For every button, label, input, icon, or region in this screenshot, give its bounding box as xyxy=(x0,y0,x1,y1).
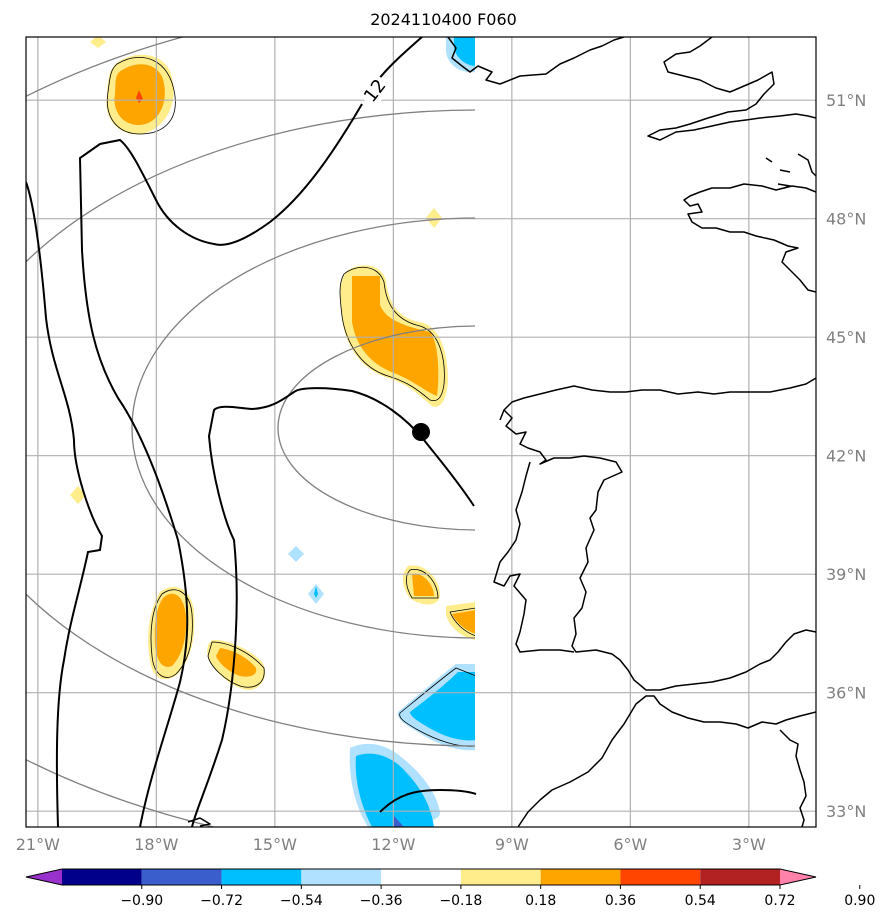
colorbar-tick-label: −0.36 xyxy=(360,893,403,909)
lat-tick-label: 36°N xyxy=(826,684,866,703)
small-anomaly-spots xyxy=(70,37,442,604)
storm-center-marker xyxy=(412,423,430,441)
gray-contour-inner xyxy=(277,325,475,531)
black-contours xyxy=(26,37,477,827)
map-frame xyxy=(25,36,817,828)
lon-tick-label: 9°W xyxy=(495,835,529,854)
positive-anomaly-patch-39n xyxy=(402,565,475,640)
colorbar-segment xyxy=(301,869,382,885)
colorbar-extend-high xyxy=(780,869,816,885)
colorbar-segment xyxy=(540,869,621,885)
coastline-channel-islands xyxy=(765,153,816,189)
lon-tick-label: 3°W xyxy=(732,835,766,854)
coastline-ireland xyxy=(447,37,625,85)
lon-tick-label: 18°W xyxy=(134,835,178,854)
map-title: 2024110400 F060 xyxy=(370,10,517,29)
lat-tick-label: 51°N xyxy=(826,91,866,110)
contour-12-low xyxy=(191,387,475,827)
lat-tick-label: 33°N xyxy=(826,802,866,821)
colorbar-tick-label: 0.18 xyxy=(525,893,556,909)
lon-tick-label: 12°W xyxy=(371,835,415,854)
negative-anomaly-patch-north xyxy=(446,37,475,73)
positive-anomaly-patch-37n xyxy=(207,640,266,690)
latitude-labels: 51°N 48°N 45°N 42°N 39°N 36°N 33°N xyxy=(826,91,866,821)
colorbar-segment xyxy=(460,869,541,885)
colorbar-tick-label: −0.54 xyxy=(280,893,323,909)
colorbar-tick-label: 0.90 xyxy=(844,893,875,909)
coastline-madeira xyxy=(187,817,211,827)
coastline-portugal xyxy=(493,409,575,653)
colorbar-segment xyxy=(221,869,302,885)
lon-tick-label: 6°W xyxy=(613,835,647,854)
coastline-africa-east xyxy=(779,729,807,827)
lon-tick-label: 21°W xyxy=(16,835,60,854)
gray-contour-2 xyxy=(131,217,475,639)
colorbar-outline xyxy=(25,868,817,886)
anomaly-fields xyxy=(70,37,475,827)
lat-tick-label: 48°N xyxy=(826,210,866,229)
negative-anomaly-patch-south xyxy=(349,743,441,827)
map-gridlines xyxy=(26,37,816,827)
colorbar-segment xyxy=(141,869,222,885)
positive-anomaly-patch-sw xyxy=(148,586,195,680)
contour-12-south xyxy=(379,788,477,813)
contour-12-main xyxy=(78,103,363,827)
colorbar-segment xyxy=(700,869,780,885)
colorbar-tick-label: −0.90 xyxy=(120,893,163,909)
lat-tick-label: 39°N xyxy=(826,565,866,584)
colorbar-tick-label: −0.18 xyxy=(439,893,482,909)
lon-tick-label: 15°W xyxy=(253,835,297,854)
colorbar-segment xyxy=(381,869,461,885)
colorbar-extend-low xyxy=(26,869,62,885)
longitude-labels: 21°W 18°W 15°W 12°W 9°W 6°W 3°W xyxy=(16,835,766,854)
colorbar-tick-label: −0.72 xyxy=(200,893,243,909)
colorbar-tick-label: 0.72 xyxy=(764,893,795,909)
coastline-iberia-north-east xyxy=(503,377,816,691)
lat-tick-label: 45°N xyxy=(826,328,866,347)
coastline-britain xyxy=(647,37,816,141)
contour-12-upper xyxy=(377,37,423,81)
colorbar-segment xyxy=(620,869,701,885)
coastline-morocco xyxy=(517,695,816,827)
colorbar-tick-label: 0.54 xyxy=(685,893,716,909)
positive-anomaly-patch-45n xyxy=(339,265,448,407)
coastlines xyxy=(187,37,816,827)
colorbar: −0.90 −0.72 −0.54 −0.36 −0.18 0.18 0.36 0.54 0.7… xyxy=(25,868,875,909)
lat-tick-label: 42°N xyxy=(826,447,866,466)
contour-12-west xyxy=(26,181,104,827)
negative-anomaly-patch-36n xyxy=(397,664,475,751)
colorbar-tick-label: 0.36 xyxy=(605,893,636,909)
colorbar-segment xyxy=(62,869,142,885)
coastline-brittany xyxy=(683,183,816,293)
